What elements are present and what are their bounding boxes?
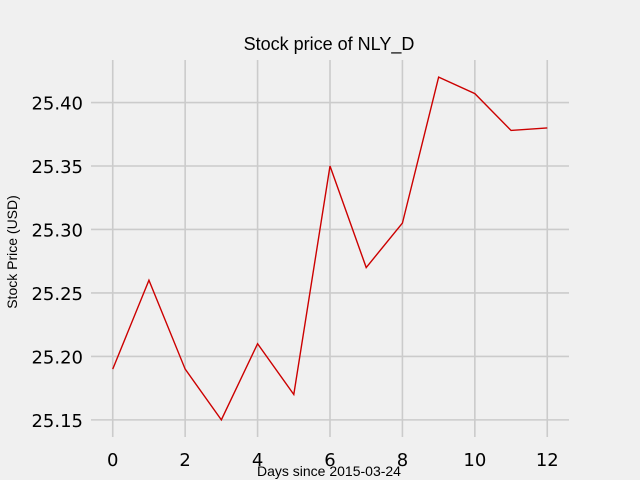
y-tick-label: 25.30 bbox=[31, 220, 83, 241]
x-tick-label: 12 bbox=[536, 450, 559, 471]
y-tick-label: 25.35 bbox=[31, 157, 83, 178]
x-tick-label: 4 bbox=[252, 450, 263, 471]
x-tick-label: 8 bbox=[397, 450, 408, 471]
x-tick-label: 6 bbox=[324, 450, 335, 471]
x-tick-label: 2 bbox=[179, 450, 190, 471]
y-axis-label: Stock Price (USD) bbox=[4, 195, 20, 309]
series-line bbox=[112, 76, 548, 422]
y-tick-label: 25.40 bbox=[31, 94, 83, 115]
tick-labels: 0 2 4 6 8 10 12 25.15 25.20 25.25 25.30 25.35 25.40 bbox=[31, 94, 558, 471]
series-layer bbox=[112, 76, 548, 422]
y-tick-label: 25.25 bbox=[31, 284, 83, 305]
x-tick-label: 0 bbox=[107, 450, 118, 471]
y-tick-label: 25.20 bbox=[31, 347, 83, 368]
grid bbox=[91, 60, 569, 437]
y-tick-label: 25.15 bbox=[31, 411, 83, 432]
chart-title: Stock price of NLY_D bbox=[244, 34, 415, 55]
x-axis-label: Days since 2015-03-24 bbox=[257, 463, 401, 479]
x-tick-label: 10 bbox=[463, 450, 486, 471]
